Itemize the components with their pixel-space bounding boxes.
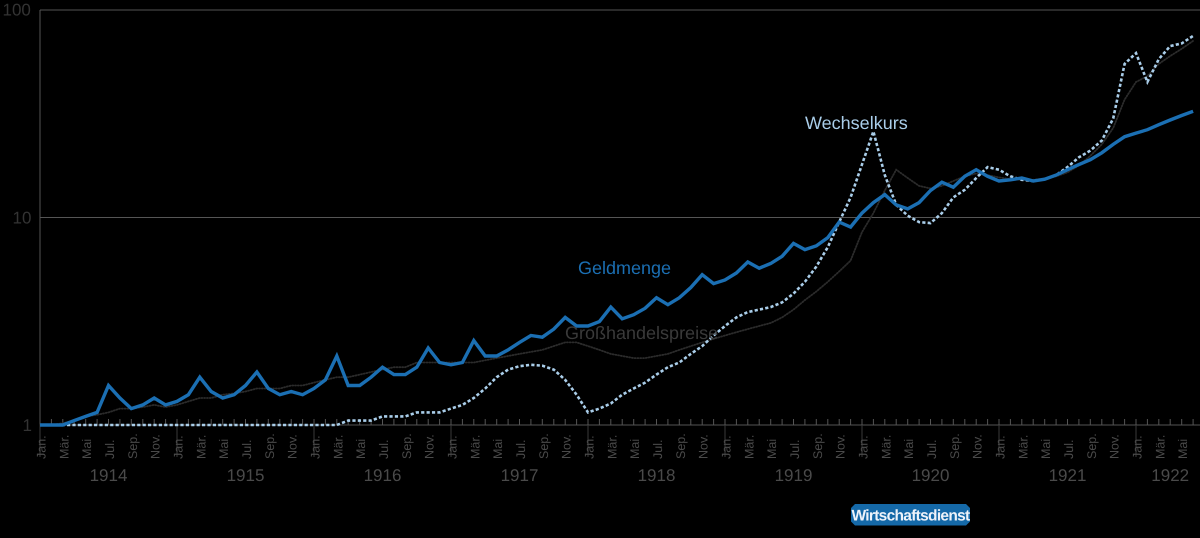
svg-text:Mär.: Mär. xyxy=(742,435,756,459)
svg-text:Wechselkurs: Wechselkurs xyxy=(805,113,908,133)
svg-text:Nov.: Nov. xyxy=(834,434,848,459)
svg-text:Mai: Mai xyxy=(354,439,368,459)
svg-text:Nov.: Nov. xyxy=(286,434,300,459)
svg-text:Geldmenge: Geldmenge xyxy=(578,258,671,278)
svg-text:Jan.: Jan. xyxy=(309,435,323,459)
svg-text:Mai: Mai xyxy=(765,439,779,459)
svg-text:Mai: Mai xyxy=(1176,439,1190,459)
svg-text:Jul.: Jul. xyxy=(1062,440,1076,459)
svg-text:Mär.: Mär. xyxy=(879,435,893,459)
svg-text:Nov.: Nov. xyxy=(560,434,574,459)
svg-text:Jul.: Jul. xyxy=(514,440,528,459)
svg-text:1919: 1919 xyxy=(775,466,813,485)
svg-text:1918: 1918 xyxy=(638,466,676,485)
svg-text:Jul.: Jul. xyxy=(925,440,939,459)
svg-text:Sep.: Sep. xyxy=(537,433,551,459)
svg-text:1915: 1915 xyxy=(227,466,265,485)
svg-text:1916: 1916 xyxy=(364,466,402,485)
svg-text:Mai: Mai xyxy=(902,439,916,459)
svg-text:Mär.: Mär. xyxy=(1153,435,1167,459)
svg-text:Jan.: Jan. xyxy=(446,435,460,459)
svg-text:Nov.: Nov. xyxy=(697,434,711,459)
svg-text:1917: 1917 xyxy=(501,466,539,485)
svg-text:1914: 1914 xyxy=(90,466,128,485)
svg-text:1921: 1921 xyxy=(1049,466,1087,485)
svg-text:Jul.: Jul. xyxy=(377,440,391,459)
svg-text:Großhandelspreise: Großhandelspreise xyxy=(565,323,718,343)
svg-text:Jan.: Jan. xyxy=(583,435,597,459)
svg-text:Jan.: Jan. xyxy=(172,435,186,459)
svg-text:Nov.: Nov. xyxy=(149,434,163,459)
svg-text:Mai: Mai xyxy=(628,439,642,459)
svg-text:Mai: Mai xyxy=(1039,439,1053,459)
svg-text:Jan.: Jan. xyxy=(994,435,1008,459)
svg-text:Mär.: Mär. xyxy=(57,435,71,459)
svg-text:Mai: Mai xyxy=(80,439,94,459)
svg-text:Wirtschaftsdienst: Wirtschaftsdienst xyxy=(851,508,970,525)
svg-text:Nov.: Nov. xyxy=(1108,434,1122,459)
svg-text:Sep.: Sep. xyxy=(811,433,825,459)
svg-text:Jan.: Jan. xyxy=(35,435,49,459)
svg-text:Jan.: Jan. xyxy=(720,435,734,459)
svg-text:Mai: Mai xyxy=(491,439,505,459)
svg-text:Sep.: Sep. xyxy=(263,433,277,459)
svg-text:Jul.: Jul. xyxy=(651,440,665,459)
svg-text:1920: 1920 xyxy=(912,466,950,485)
svg-text:Mär.: Mär. xyxy=(194,435,208,459)
svg-text:Sep.: Sep. xyxy=(126,433,140,459)
svg-text:1922: 1922 xyxy=(1151,466,1189,485)
svg-text:100: 100 xyxy=(3,1,31,20)
svg-text:Nov.: Nov. xyxy=(423,434,437,459)
svg-text:Sep.: Sep. xyxy=(1085,433,1099,459)
svg-text:Jul.: Jul. xyxy=(788,440,802,459)
svg-text:Mär.: Mär. xyxy=(605,435,619,459)
svg-text:Sep.: Sep. xyxy=(400,433,414,459)
svg-text:Mär.: Mär. xyxy=(331,435,345,459)
svg-text:Sep.: Sep. xyxy=(674,433,688,459)
svg-text:Jul.: Jul. xyxy=(240,440,254,459)
svg-text:Mär.: Mär. xyxy=(1016,435,1030,459)
svg-text:Nov.: Nov. xyxy=(971,434,985,459)
svg-text:Jan.: Jan. xyxy=(857,435,871,459)
svg-text:1: 1 xyxy=(23,416,32,435)
svg-text:Jul.: Jul. xyxy=(103,440,117,459)
svg-text:Sep.: Sep. xyxy=(948,433,962,459)
svg-text:10: 10 xyxy=(13,209,32,228)
svg-text:Mai: Mai xyxy=(217,439,231,459)
svg-text:Jan.: Jan. xyxy=(1131,435,1145,459)
svg-text:Mär.: Mär. xyxy=(468,435,482,459)
